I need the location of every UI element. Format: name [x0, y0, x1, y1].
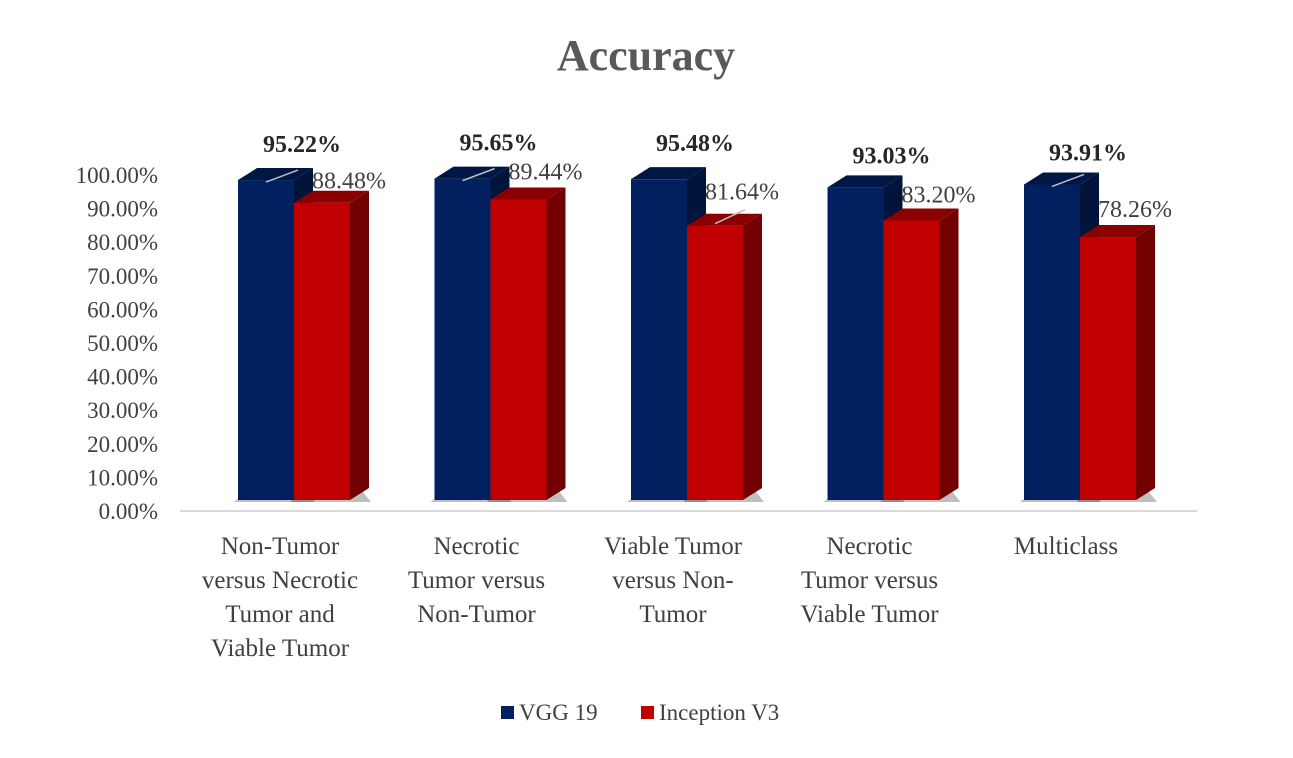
- data-label-inception-v3: 81.64%: [705, 180, 779, 206]
- y-tick-label: 100.00%: [76, 163, 158, 188]
- leader-line: [462, 167, 495, 182]
- legend-swatch: [641, 706, 654, 719]
- y-tick-label: 10.00%: [87, 465, 158, 490]
- bar-side: [350, 190, 369, 500]
- data-label-vgg19: 95.22%: [263, 132, 341, 158]
- bars-group: [234, 166, 1157, 502]
- data-label-inception-v3: 78.26%: [1098, 197, 1172, 223]
- y-tick-label: 20.00%: [87, 432, 158, 457]
- bar-inception-v3: [486, 187, 568, 502]
- data-label-inception-v3: 89.44%: [509, 159, 583, 185]
- bar-front: [687, 225, 743, 500]
- legend-swatch: [501, 706, 514, 719]
- leader-line: [714, 209, 746, 225]
- legend-label: Inception V3: [659, 700, 779, 725]
- data-label-inception-v3: 88.48%: [312, 169, 386, 195]
- bar-front: [827, 187, 884, 501]
- x-tick-label: Tumor versus: [408, 567, 545, 594]
- x-tick-label: Multiclass: [1014, 533, 1118, 560]
- x-tick-label: Tumor versus: [801, 567, 938, 594]
- bar-side: [546, 187, 566, 500]
- data-label-vgg19: 93.03%: [853, 143, 931, 169]
- x-tick-label: Necrotic: [826, 533, 912, 560]
- chart-title: Accuracy: [557, 31, 735, 80]
- bar-front: [238, 180, 294, 501]
- x-axis-categories: Non-Tumor versus Necrotic Tumor and Viable …: [202, 533, 1118, 662]
- y-tick-label: 60.00%: [87, 297, 158, 322]
- y-tick-label: 80.00%: [87, 230, 158, 255]
- bar-front: [883, 220, 940, 500]
- bar-top: [1080, 225, 1155, 238]
- y-tick-label: 30.00%: [87, 398, 158, 423]
- bar-front: [490, 199, 547, 500]
- leader-line: [1051, 173, 1085, 188]
- bar-inception-v3: [290, 190, 371, 502]
- data-label-vgg19: 93.91%: [1049, 140, 1127, 166]
- y-tick-label: 40.00%: [87, 365, 158, 390]
- data-label-vgg19: 95.65%: [460, 131, 538, 157]
- bar-top: [294, 190, 369, 203]
- x-tick-label: Tumor: [639, 601, 707, 628]
- data-label-vgg19: 95.48%: [656, 131, 734, 157]
- x-tick-label: versus Non-: [612, 567, 734, 594]
- bar-top: [631, 167, 706, 180]
- x-tick-label: versus Necrotic: [202, 567, 358, 594]
- legend-label: VGG 19: [519, 700, 598, 725]
- x-tick-label: Viable Tumor: [800, 601, 939, 628]
- x-tick-label: Viable Tumor: [211, 635, 350, 662]
- bar-inception-v3: [879, 208, 961, 502]
- bar-top: [827, 175, 903, 188]
- bar-side: [939, 208, 959, 500]
- y-tick-label: 50.00%: [87, 331, 158, 356]
- bar-top: [490, 187, 566, 200]
- y-tick-label: 70.00%: [87, 264, 158, 289]
- data-labels-group: 95.22% 88.48% 95.65%89.44% 95.48% 81.64% 93.0…: [263, 131, 1172, 225]
- bar-front: [1080, 237, 1136, 501]
- x-tick-label: Necrotic: [433, 533, 519, 560]
- x-tick-label: Non-Tumor: [221, 533, 340, 560]
- y-tick-label: 90.00%: [87, 197, 158, 222]
- x-tick-label: Tumor and: [225, 601, 335, 628]
- legend: VGG 19 Inception V3: [501, 700, 779, 725]
- bar-side: [1136, 225, 1155, 501]
- bar-top: [883, 208, 959, 221]
- bar-front: [294, 202, 350, 500]
- y-axis: 0.00% 10.00% 20.00% 30.00% 40.00% 50.00% 60.00…: [76, 163, 158, 524]
- bar-front: [434, 178, 491, 500]
- leader-line: [265, 169, 299, 183]
- y-tick-label: 0.00%: [99, 499, 158, 524]
- data-label-inception-v3: 83.20%: [902, 182, 976, 208]
- x-tick-label: Viable Tumor: [604, 533, 743, 560]
- x-tick-label: Non-Tumor: [417, 601, 536, 628]
- bar-front: [631, 179, 687, 500]
- bar-front: [1024, 184, 1080, 500]
- bar-side: [743, 213, 762, 500]
- bar-inception-v3: [1076, 225, 1157, 502]
- bar-inception-v3: [683, 213, 764, 502]
